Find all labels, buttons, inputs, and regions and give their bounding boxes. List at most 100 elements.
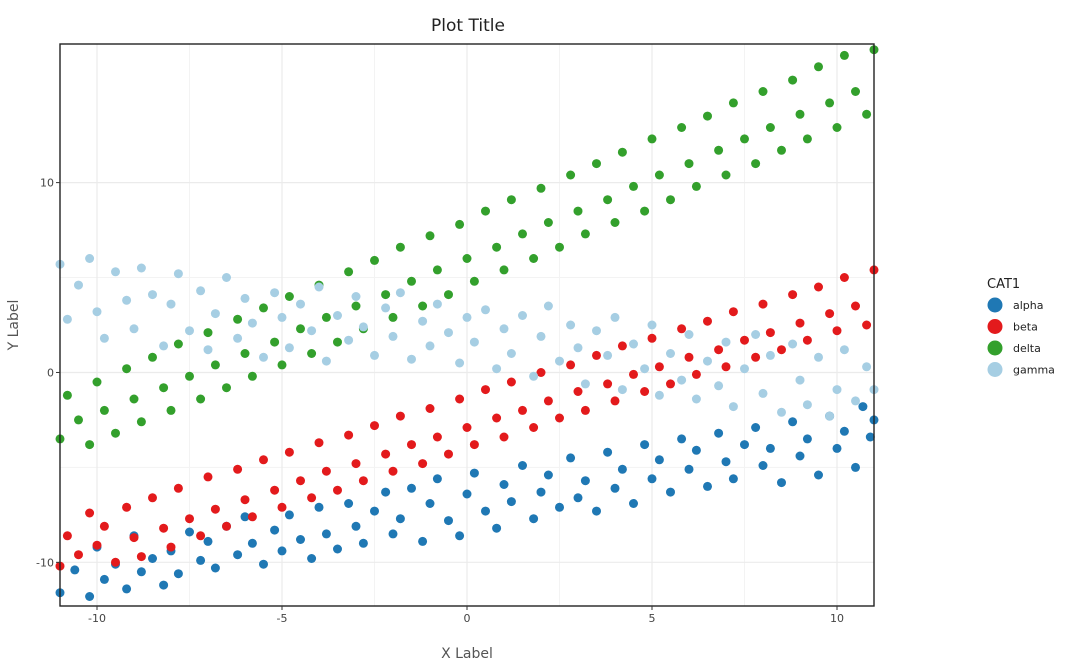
data-point <box>99 405 109 415</box>
data-point <box>85 592 95 601</box>
data-point <box>233 464 243 474</box>
data-point <box>654 390 664 400</box>
data-point <box>425 404 435 413</box>
data-point <box>529 423 539 432</box>
legend-label: beta <box>1013 321 1038 334</box>
data-point <box>603 379 613 389</box>
data-point <box>758 299 768 309</box>
data-point <box>296 324 305 334</box>
data-point <box>296 299 305 309</box>
data-point <box>388 529 398 539</box>
data-point <box>173 569 183 579</box>
data-point <box>506 497 516 507</box>
data-point <box>765 328 775 338</box>
data-point <box>321 466 331 476</box>
data-point <box>432 265 442 275</box>
data-point <box>802 400 812 410</box>
data-point <box>629 499 638 508</box>
data-point <box>358 538 368 548</box>
data-point <box>573 343 583 353</box>
data-point <box>492 364 502 374</box>
data-point <box>314 282 324 292</box>
data-point <box>166 542 176 552</box>
data-point <box>666 379 675 389</box>
data-point <box>469 337 479 347</box>
data-point <box>425 341 435 351</box>
data-point <box>788 75 798 85</box>
data-point <box>862 362 872 372</box>
data-point <box>610 396 620 406</box>
data-point <box>714 381 724 391</box>
data-point <box>751 423 761 432</box>
data-point <box>222 383 231 393</box>
data-point <box>832 123 842 132</box>
data-point <box>543 396 553 406</box>
data-point <box>74 280 83 290</box>
data-point <box>481 305 490 315</box>
data-point <box>277 502 287 512</box>
data-point <box>462 254 472 263</box>
data-point <box>573 387 583 396</box>
legend-marker <box>987 340 1003 356</box>
data-point <box>499 480 509 489</box>
data-point <box>617 464 627 474</box>
data-point <box>654 455 664 465</box>
data-point <box>210 360 220 370</box>
data-point <box>122 584 132 594</box>
data-point <box>703 111 712 121</box>
data-point <box>832 443 842 453</box>
data-point <box>85 440 95 450</box>
data-point <box>148 290 157 300</box>
data-point <box>462 312 472 322</box>
data-point <box>740 440 749 450</box>
data-point <box>714 428 724 438</box>
data-point <box>481 506 490 516</box>
data-point <box>610 218 620 227</box>
data-point <box>814 282 823 292</box>
data-point <box>210 504 220 514</box>
data-point <box>647 134 657 144</box>
data-point <box>344 499 354 508</box>
data-point <box>270 337 280 347</box>
data-point <box>592 326 601 336</box>
data-point <box>321 312 331 322</box>
data-point <box>795 318 805 328</box>
data-point <box>432 474 442 484</box>
data-point <box>788 339 798 349</box>
data-point <box>492 413 502 423</box>
legend: CAT1 alpha beta delta gamma <box>987 277 1055 377</box>
data-point <box>136 567 146 577</box>
data-point <box>825 98 835 108</box>
data-point <box>865 432 875 442</box>
data-point <box>307 554 317 563</box>
data-point <box>407 276 416 286</box>
data-point <box>444 290 453 300</box>
data-point <box>640 364 650 374</box>
data-point <box>592 159 601 169</box>
data-point <box>740 335 749 345</box>
data-point <box>555 242 564 252</box>
data-point <box>603 447 613 457</box>
data-point <box>518 229 527 239</box>
data-point <box>617 147 627 157</box>
data-point <box>333 311 342 320</box>
legend-marker <box>987 297 1003 313</box>
data-point <box>455 531 465 541</box>
y-tick-label: -10 <box>36 556 54 569</box>
data-point <box>203 345 213 355</box>
data-point <box>444 449 453 459</box>
data-point <box>825 411 835 421</box>
data-points <box>55 45 879 601</box>
data-point <box>566 320 576 330</box>
data-point <box>62 314 72 324</box>
data-point <box>765 350 775 360</box>
data-point <box>481 385 490 395</box>
data-point <box>714 345 724 355</box>
data-point <box>166 299 176 309</box>
x-tick-label: -10 <box>88 612 106 625</box>
y-tick-label: 10 <box>40 177 54 190</box>
data-point <box>240 293 250 303</box>
data-point <box>321 529 331 539</box>
data-point <box>351 521 361 531</box>
data-point <box>469 440 479 450</box>
